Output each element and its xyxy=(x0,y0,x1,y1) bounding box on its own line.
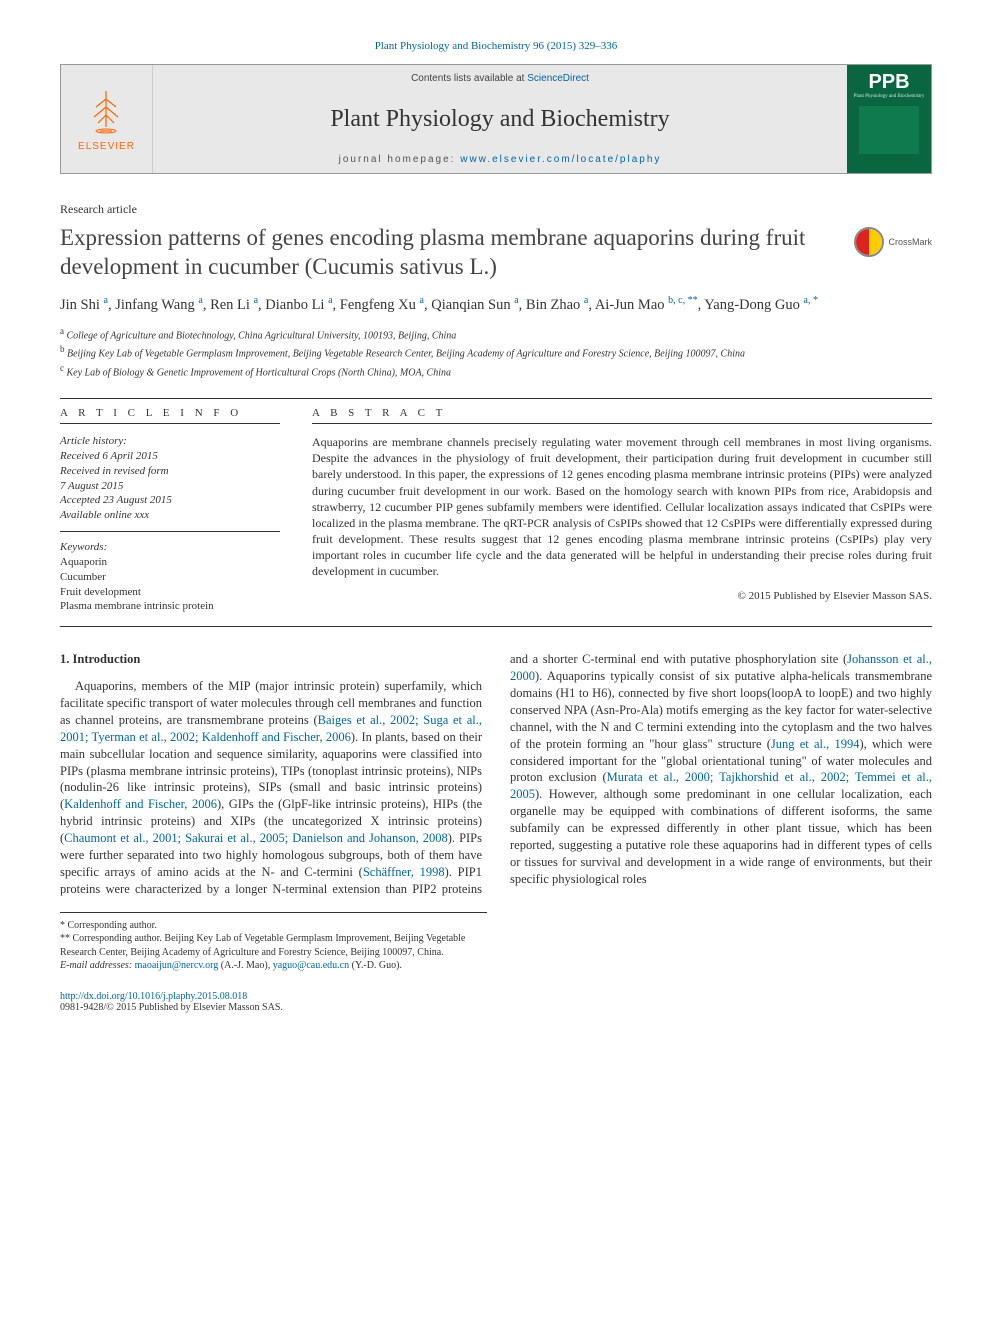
history-line: Received 6 April 2015 xyxy=(60,449,280,464)
keywords-label: Keywords: xyxy=(60,540,280,555)
email-link[interactable]: yaguo@cau.edu.cn xyxy=(273,960,349,971)
article-info-column: A R T I C L E I N F O Article history: R… xyxy=(60,407,280,614)
journal-banner: ELSEVIER Contents lists available at Sci… xyxy=(60,64,932,174)
banner-center: Contents lists available at ScienceDirec… xyxy=(153,65,847,173)
divider xyxy=(60,398,932,399)
doi-link[interactable]: http://dx.doi.org/10.1016/j.plaphy.2015.… xyxy=(60,991,247,1002)
cover-subtitle: Plant Physiology and Biochemistry xyxy=(854,94,925,100)
article-body: 1. Introduction Aquaporins, members of t… xyxy=(60,651,932,897)
email-link[interactable]: maoaijun@nercv.org xyxy=(135,960,219,971)
keyword: Aquaporin xyxy=(60,555,280,570)
affiliations: a College of Agriculture and Biotechnolo… xyxy=(60,325,932,380)
crossmark-badge[interactable]: CrossMark xyxy=(854,227,932,257)
homepage-link[interactable]: www.elsevier.com/locate/plaphy xyxy=(460,154,661,165)
crossmark-label: CrossMark xyxy=(888,237,932,247)
article-info-heading: A R T I C L E I N F O xyxy=(60,407,280,424)
email-who: (A.-J. Mao), xyxy=(221,960,270,971)
intro-paragraph: Aquaporins, members of the MIP (major in… xyxy=(60,651,932,897)
keyword: Fruit development xyxy=(60,585,280,600)
sciencedirect-link[interactable]: ScienceDirect xyxy=(527,73,589,84)
article-history: Article history: Received 6 April 2015 R… xyxy=(60,434,280,532)
homepage-prefix: journal homepage: xyxy=(339,154,461,165)
abstract-heading: A B S T R A C T xyxy=(312,407,932,424)
article-title: Expression patterns of genes encoding pl… xyxy=(60,223,838,282)
keyword: Plasma membrane intrinsic protein xyxy=(60,599,280,614)
history-line: Received in revised form xyxy=(60,464,280,479)
issn-copyright: 0981-9428/© 2015 Published by Elsevier M… xyxy=(60,1002,283,1013)
history-line: Accepted 23 August 2015 xyxy=(60,493,280,508)
keywords-block: Keywords: Aquaporin Cucumber Fruit devel… xyxy=(60,540,280,614)
elsevier-tree-icon xyxy=(82,87,130,135)
doi-block: http://dx.doi.org/10.1016/j.plaphy.2015.… xyxy=(60,991,932,1013)
crossmark-icon xyxy=(854,227,884,257)
history-line: 7 August 2015 xyxy=(60,479,280,494)
emails-label: E-mail addresses: xyxy=(60,960,132,971)
publisher-logo-block: ELSEVIER xyxy=(61,65,153,173)
history-line: Available online xxx xyxy=(60,508,280,523)
citation-header: Plant Physiology and Biochemistry 96 (20… xyxy=(60,40,932,52)
contents-available: Contents lists available at ScienceDirec… xyxy=(165,73,835,84)
footnote-corr: ** Corresponding author. Beijing Key Lab… xyxy=(60,932,487,959)
divider xyxy=(60,626,932,627)
cover-thumbnail xyxy=(859,106,919,154)
journal-cover: PPB Plant Physiology and Biochemistry xyxy=(847,65,931,173)
abstract-text: Aquaporins are membrane channels precise… xyxy=(312,434,932,580)
email-who: (Y.-D. Guo). xyxy=(352,960,402,971)
footnote-emails: E-mail addresses: maoaijun@nercv.org (A.… xyxy=(60,959,487,973)
intro-heading: 1. Introduction xyxy=(60,651,482,668)
contents-prefix: Contents lists available at xyxy=(411,73,527,84)
abstract-copyright: © 2015 Published by Elsevier Masson SAS. xyxy=(312,590,932,602)
author-list: Jin Shi a, Jinfang Wang a, Ren Li a, Dia… xyxy=(60,294,932,315)
publisher-label: ELSEVIER xyxy=(78,141,135,152)
journal-name: Plant Physiology and Biochemistry xyxy=(165,106,835,133)
article-type: Research article xyxy=(60,202,932,217)
journal-homepage: journal homepage: www.elsevier.com/locat… xyxy=(165,154,835,165)
corresponding-footnotes: * Corresponding author. ** Corresponding… xyxy=(60,912,487,973)
history-label: Article history: xyxy=(60,434,280,449)
cover-initials: PPB xyxy=(868,71,909,94)
footnote-corr: * Corresponding author. xyxy=(60,919,487,933)
abstract-column: A B S T R A C T Aquaporins are membrane … xyxy=(312,407,932,614)
keyword: Cucumber xyxy=(60,570,280,585)
